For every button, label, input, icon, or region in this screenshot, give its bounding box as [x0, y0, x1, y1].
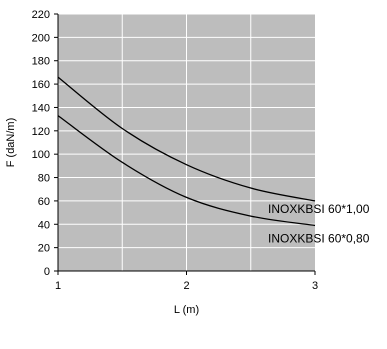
grid-lines: [58, 13, 315, 271]
series-line: [57, 115, 316, 227]
y-tick-label: 100: [32, 149, 50, 161]
series-labels: INOXKBSI 60*1,00 INOXKBSI 60*0,80: [268, 202, 370, 246]
y-tick-label: 20: [38, 243, 50, 255]
y-tick-label: 220: [32, 9, 50, 21]
series-label: INOXKBSI 60*1,00: [268, 202, 370, 216]
y-tick-label: 60: [38, 196, 50, 208]
series-lines: [57, 76, 316, 227]
y-tick-label: 200: [32, 32, 50, 44]
x-tick-label: 3: [312, 280, 318, 292]
y-tick-label: 0: [44, 266, 50, 278]
y-tick-label: 120: [32, 126, 50, 138]
x-tick-label: 2: [183, 280, 189, 292]
y-tick-label: 180: [32, 56, 50, 68]
x-tick-label: 1: [55, 280, 61, 292]
y-tick-label: 140: [32, 102, 50, 114]
y-tick-label: 160: [32, 79, 50, 91]
y-axis-title: F (daN/m): [5, 118, 17, 168]
series-label: INOXKBSI 60*0,80: [268, 231, 370, 245]
x-axis-title: L (m): [174, 304, 199, 316]
y-tick-label: 80: [38, 173, 50, 185]
axes: [54, 13, 316, 275]
series-line: [57, 76, 316, 202]
y-tick-label: 40: [38, 219, 50, 231]
tick-labels: 0 20 40 60 80 100 120 140 160 180 200 220 1 2 3: [32, 9, 318, 292]
